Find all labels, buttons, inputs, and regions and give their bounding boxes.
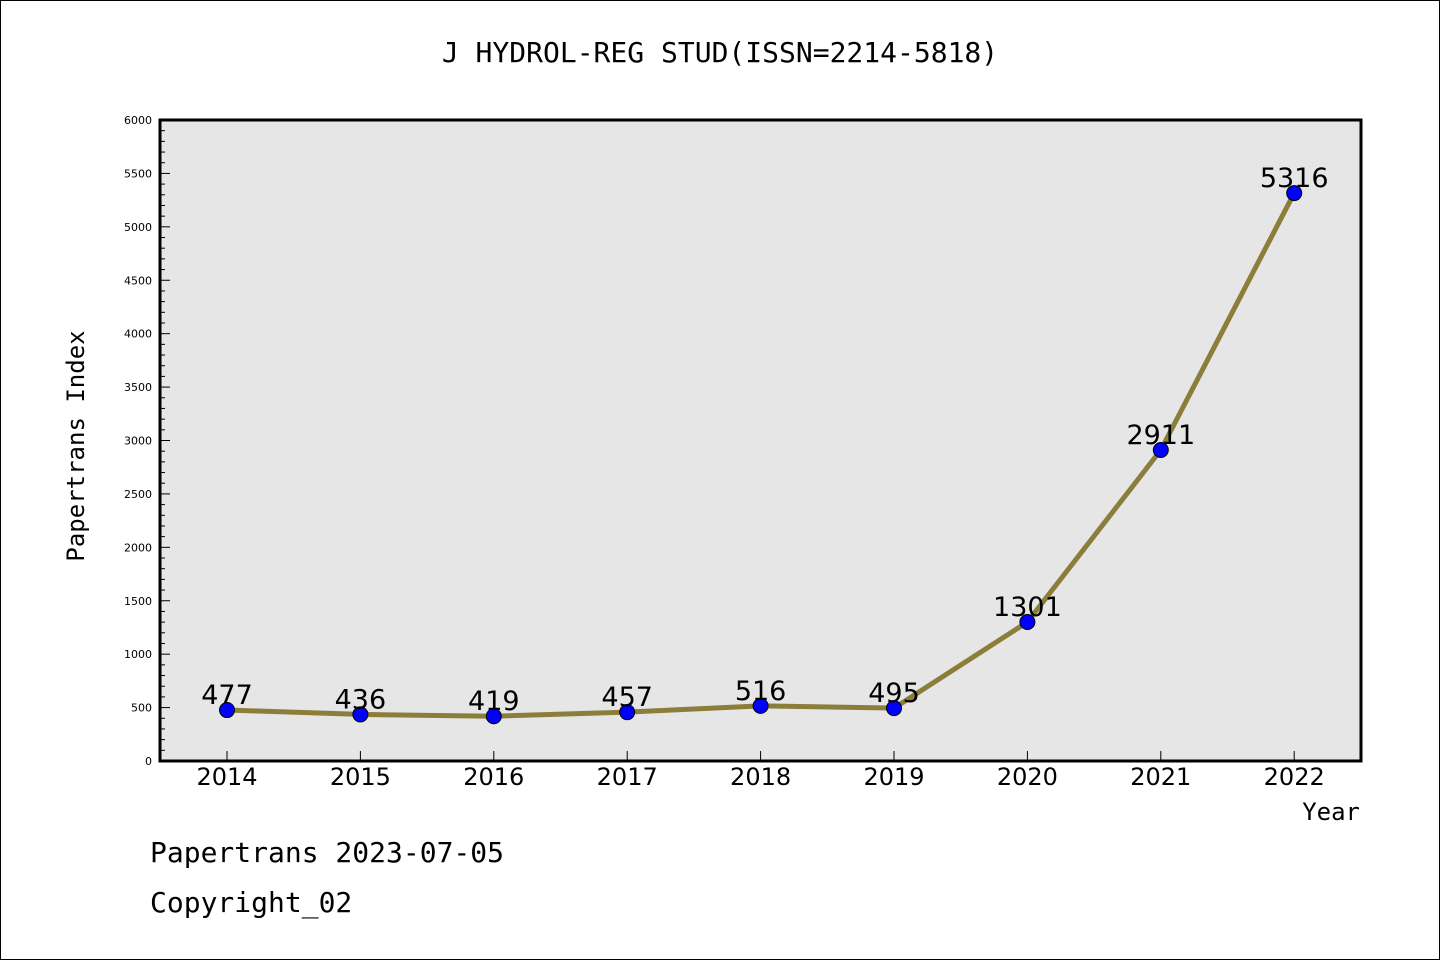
y-tick-label: 3500 bbox=[124, 381, 152, 394]
series-layer bbox=[219, 185, 1303, 725]
data-label: 1301 bbox=[993, 592, 1062, 623]
x-tick-label: 2022 bbox=[1264, 763, 1325, 791]
data-label: 495 bbox=[868, 678, 920, 709]
data-point bbox=[886, 700, 902, 717]
data-label: 419 bbox=[468, 686, 520, 717]
data-label: 477 bbox=[201, 680, 253, 711]
footer-copyright: Copyright_02 bbox=[150, 886, 353, 919]
x-tick-label: 2016 bbox=[463, 763, 524, 791]
chart-title: J HYDROL-REG STUD(ISSN=2214-5818) bbox=[441, 36, 999, 69]
data-point bbox=[352, 706, 369, 723]
y-tick-label: 5000 bbox=[124, 221, 152, 234]
data-point bbox=[219, 702, 235, 719]
y-tick-label: 1500 bbox=[124, 595, 152, 608]
plot-area bbox=[158, 118, 1363, 763]
data-point bbox=[485, 708, 502, 725]
y-tick-label: 4500 bbox=[124, 274, 152, 287]
x-axis-label: Year bbox=[1302, 798, 1360, 826]
data-label: 516 bbox=[735, 676, 787, 707]
data-labels-layer: 477 436 419 457 516 495 1301 2911 5316 bbox=[201, 163, 1328, 717]
data-point bbox=[619, 704, 636, 721]
x-tick-label: 2018 bbox=[730, 763, 791, 791]
data-label: 436 bbox=[335, 684, 387, 715]
data-point bbox=[1019, 614, 1036, 631]
x-tick-label: 2020 bbox=[997, 763, 1058, 791]
y-tick-label: 3000 bbox=[124, 435, 152, 448]
y-tick-label: 6000 bbox=[124, 114, 152, 127]
y-tick-label: 4000 bbox=[124, 328, 152, 341]
data-point bbox=[752, 697, 769, 714]
x-tick-label: 2017 bbox=[597, 763, 658, 791]
x-axis: 2014 2015 2016 2017 2018 2019 2020 2021 2022 bbox=[196, 751, 1325, 791]
y-tick-label: 2000 bbox=[124, 541, 152, 554]
data-label: 457 bbox=[601, 682, 653, 713]
x-tick-label: 2014 bbox=[196, 763, 257, 791]
x-tick-label: 2019 bbox=[863, 763, 924, 791]
y-tick-label: 2500 bbox=[124, 488, 152, 501]
y-tick-label: 5500 bbox=[124, 167, 152, 180]
data-label: 2911 bbox=[1126, 420, 1195, 451]
y-axis-label: Papertrans Index bbox=[62, 330, 90, 561]
data-label: 5316 bbox=[1260, 163, 1329, 194]
y-axis: 0 500 1000 1500 2000 2500 3000 3500 4000 4500 5000… bbox=[124, 114, 170, 768]
data-point bbox=[1152, 442, 1169, 459]
y-tick-label: 1000 bbox=[124, 648, 152, 661]
footer-date: Papertrans 2023-07-05 bbox=[150, 836, 505, 869]
x-tick-label: 2021 bbox=[1130, 763, 1191, 791]
y-tick-label: 0 bbox=[145, 755, 152, 768]
y-tick-label: 500 bbox=[131, 702, 152, 715]
x-tick-label: 2015 bbox=[330, 763, 391, 791]
data-point bbox=[1286, 185, 1303, 202]
